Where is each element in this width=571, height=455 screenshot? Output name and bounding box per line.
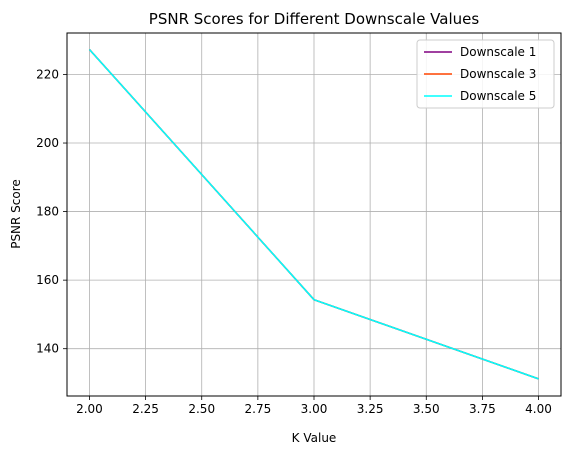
legend: Downscale 1 Downscale 3 Downscale 5 xyxy=(416,39,555,109)
legend-box xyxy=(416,39,555,109)
series-lines xyxy=(88,48,539,380)
x-tick-label: 3.50 xyxy=(413,402,440,416)
y-tick-label: 200 xyxy=(36,136,59,150)
x-tick-label: 2.75 xyxy=(245,402,272,416)
x-tick-label: 2.00 xyxy=(76,402,103,416)
legend-label: Downscale 1 xyxy=(460,45,536,59)
x-axis-ticks: 2.00 2.25 2.50 2.75 3.00 3.25 3.50 3.75 4.00 xyxy=(76,396,552,416)
x-tick-label: 2.50 xyxy=(188,402,215,416)
x-tick-label: 3.25 xyxy=(357,402,384,416)
x-tick-label: 4.00 xyxy=(525,402,552,416)
y-tick-label: 160 xyxy=(36,273,59,287)
y-tick-label: 140 xyxy=(36,342,59,356)
legend-label: Downscale 5 xyxy=(460,89,536,103)
x-tick-label: 2.25 xyxy=(132,402,159,416)
x-tick-label: 3.00 xyxy=(301,402,328,416)
chart-title: PSNR Scores for Different Downscale Valu… xyxy=(149,10,480,28)
y-tick-label: 220 xyxy=(36,67,59,81)
x-axis-label: K Value xyxy=(292,431,337,445)
y-tick-label: 180 xyxy=(36,205,59,219)
y-axis-ticks: 140 160 180 200 220 xyxy=(36,67,67,356)
legend-label: Downscale 3 xyxy=(460,67,536,81)
series-line-downscale-5 xyxy=(88,48,539,380)
x-tick-label: 3.75 xyxy=(469,402,496,416)
y-axis-label: PSNR Score xyxy=(9,179,23,249)
